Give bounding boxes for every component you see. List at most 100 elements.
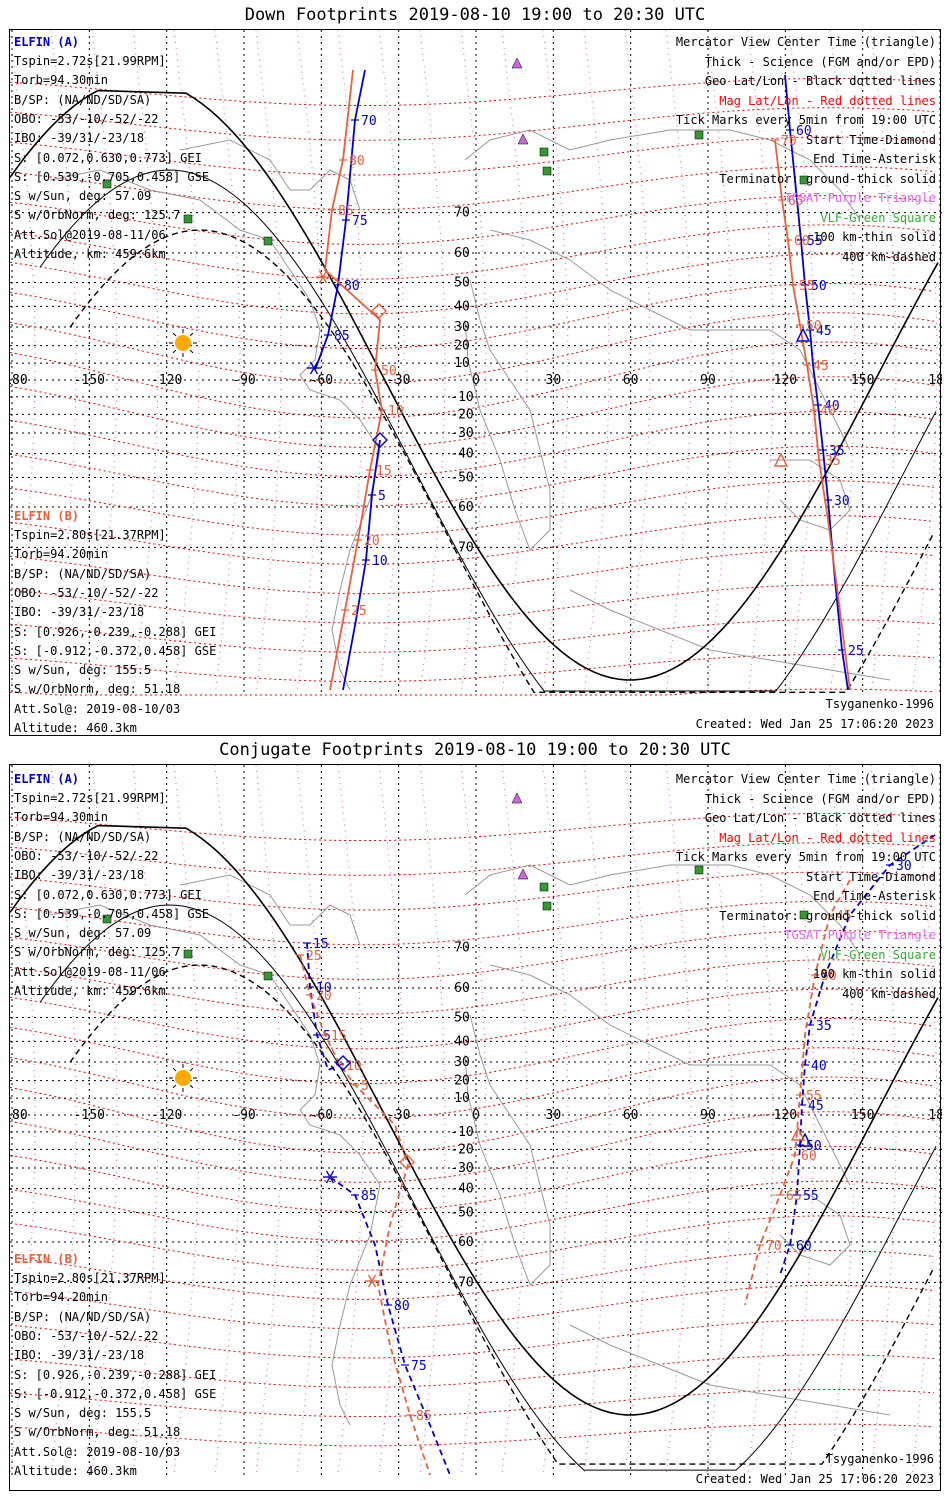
lat-tick-label: -60 bbox=[450, 1235, 473, 1250]
sat-b-info-line: B/SP: (NA/ND/SD/SA) bbox=[14, 566, 152, 581]
mag-parallel bbox=[10, 224, 935, 280]
mag-meridian bbox=[747, 765, 774, 1474]
map-canvas-conj: 15 10 5 85 80 75 30 35 40 45 50 55 60 25 20 15 10 5 85 45 50… bbox=[10, 765, 942, 1476]
lon-tick-label: 30 bbox=[546, 1108, 562, 1123]
coastline bbox=[489, 964, 851, 1186]
coastline bbox=[489, 229, 851, 451]
sat-b-info-line: Altitude: 460.3km bbox=[14, 1464, 137, 1478]
sat-b-track-east-tick-label: 70 bbox=[781, 134, 797, 149]
mag-meridian bbox=[255, 30, 282, 691]
panel-title-conj: Conjugate Footprints 2019-08-10 19:00 to… bbox=[219, 740, 731, 760]
terminator bbox=[10, 824, 939, 1471]
coastline bbox=[770, 1194, 851, 1266]
sat-a-info-line: S w/Sun, deg: 57.09 bbox=[14, 189, 152, 204]
sat-a-track-tick-label: 10 bbox=[316, 981, 332, 996]
sat-a-info-line: Att.Sol@2019-08-11/06 bbox=[14, 227, 166, 242]
lon-tick-label: -180 bbox=[10, 1108, 28, 1123]
mag-meridian bbox=[706, 30, 733, 691]
sat-a-info-line: Torb=94.30min bbox=[14, 73, 108, 88]
legend-item: 400 km-dashed bbox=[842, 249, 936, 264]
sat-a-info-line: S: [0.072,0.630,0.773] GEI bbox=[14, 887, 202, 902]
mag-parallel bbox=[10, 136, 935, 176]
sat-b-info-line: Altitude: 460.3km bbox=[14, 721, 137, 735]
lon-tick-label: 180 bbox=[928, 1108, 942, 1123]
sat-b-track-east-tick-label: 50 bbox=[806, 319, 822, 334]
coastline bbox=[464, 1014, 551, 1286]
coastline bbox=[569, 589, 891, 681]
sat-a-info-line: S w/OrbNorm, deg: 125.7 bbox=[14, 208, 181, 223]
legend-item: End Time-Asterisk bbox=[813, 889, 936, 903]
coastline bbox=[464, 279, 551, 551]
lat-tick-label: -40 bbox=[450, 1182, 473, 1197]
vlf-square-icon bbox=[542, 166, 552, 176]
sat-a-name: ELFIN (A) bbox=[14, 772, 80, 786]
sat-b-info-line: IBO: -39/31/-23/18 bbox=[14, 1348, 145, 1363]
lat-tick-label: -50 bbox=[450, 1205, 473, 1220]
terminator bbox=[10, 89, 939, 694]
lon-tick-label: -120 bbox=[151, 1108, 182, 1123]
sat-b-info-line: S w/Sun, deg: 155.5 bbox=[14, 1406, 152, 1421]
lon-tick-label: 120 bbox=[774, 1108, 797, 1123]
sat-a-info-line: Torb=94.30min bbox=[14, 810, 108, 825]
legend-item: Mercator View Center Time (triangle) bbox=[675, 35, 936, 49]
sat-b-info-line: Torb=94.20min bbox=[14, 547, 108, 562]
sat-b-info-line: B/SP: (NA/ND/SD/SA) bbox=[14, 1309, 152, 1324]
lat-tick-label: -50 bbox=[450, 470, 473, 485]
lon-tick-label: 90 bbox=[700, 1108, 716, 1123]
sat-a-track-tick-label: 85 bbox=[361, 1189, 377, 1204]
mag-parallel bbox=[10, 1215, 935, 1271]
lon-tick-label: 180 bbox=[928, 373, 942, 388]
mag-parallel bbox=[10, 653, 935, 683]
lat-tick-label: -70 bbox=[450, 1275, 473, 1290]
sat-b-track-east-tick-label: 60 bbox=[801, 1149, 817, 1164]
start-diamond-icon bbox=[399, 1154, 415, 1170]
legend-item: Thick - Science (FGM and/or EPD) bbox=[704, 791, 936, 806]
sat-a-info-line: IBO: -39/31/-23/18 bbox=[14, 868, 145, 883]
terminator-400km bbox=[69, 964, 935, 1465]
lon-tick-label: -180 bbox=[10, 373, 28, 388]
lat-tick-label: -10 bbox=[450, 390, 473, 405]
sat-a-track-east-tick-label: 45 bbox=[816, 324, 832, 339]
lat-tick-label: 20 bbox=[454, 339, 470, 354]
end-asterisk-icon bbox=[323, 1170, 337, 1184]
mag-parallel bbox=[10, 930, 935, 980]
mag-meridian bbox=[337, 765, 364, 1474]
sat-a-track-tick-label: 85 bbox=[334, 329, 350, 344]
sun-icon bbox=[169, 329, 197, 357]
lat-tick-label: -10 bbox=[450, 1125, 473, 1140]
mag-parallel bbox=[10, 253, 935, 315]
sat-b-info-line: Tspin=2.80s[21.37RPM] bbox=[14, 1271, 166, 1285]
sat-a-track-tick-label: 15 bbox=[313, 937, 329, 952]
sat-a-track-east-tick-label: 40 bbox=[824, 399, 840, 414]
lon-tick-label: 150 bbox=[851, 373, 874, 388]
vlf-square-icon bbox=[263, 971, 273, 981]
lon-tick-label: -120 bbox=[151, 373, 182, 388]
sat-a-track-east-tick-label: 35 bbox=[829, 444, 845, 459]
mag-parallel bbox=[10, 77, 935, 107]
sat-a-info-line: Tspin=2.72s[21.99RPM] bbox=[14, 791, 166, 805]
mag-parallel bbox=[10, 1250, 935, 1300]
coastline bbox=[464, 864, 861, 956]
tgsat-triangle-icon bbox=[517, 133, 529, 145]
lon-tick-label: 0 bbox=[472, 373, 480, 388]
sat-b-info-line: OBO: -53/-10/-52/-22 bbox=[14, 585, 159, 600]
legend-item: Mag Lat/Lon - Red dotted lines bbox=[719, 830, 936, 845]
mag-meridian bbox=[173, 30, 200, 691]
lon-tick-label: -60 bbox=[310, 373, 333, 388]
end-asterisk-icon bbox=[316, 270, 330, 284]
lon-tick-label: -90 bbox=[232, 1108, 255, 1123]
legend-item: 100 km-thin solid bbox=[813, 230, 936, 244]
mag-parallel bbox=[10, 1145, 935, 1213]
coastline bbox=[569, 1324, 891, 1416]
vlf-square-icon bbox=[539, 147, 549, 157]
coastline bbox=[49, 904, 381, 1426]
sat-a-track-tick-label: 10 bbox=[372, 554, 388, 569]
sat-b-track-tick-label: 50 bbox=[381, 364, 397, 379]
sat-b-info-line: Torb=94.20min bbox=[14, 1290, 108, 1305]
lat-tick-label: 30 bbox=[454, 320, 470, 335]
sat-a-info-line: S w/Sun, deg: 57.09 bbox=[14, 926, 152, 941]
sat-a-info-line: Altitude, km: 459.6km bbox=[14, 984, 166, 998]
lat-tick-label: 40 bbox=[454, 1034, 470, 1049]
mag-parallel bbox=[10, 1284, 935, 1330]
sat-b-info-line: Att.Sol@: 2019-08-10/03 bbox=[14, 701, 181, 716]
